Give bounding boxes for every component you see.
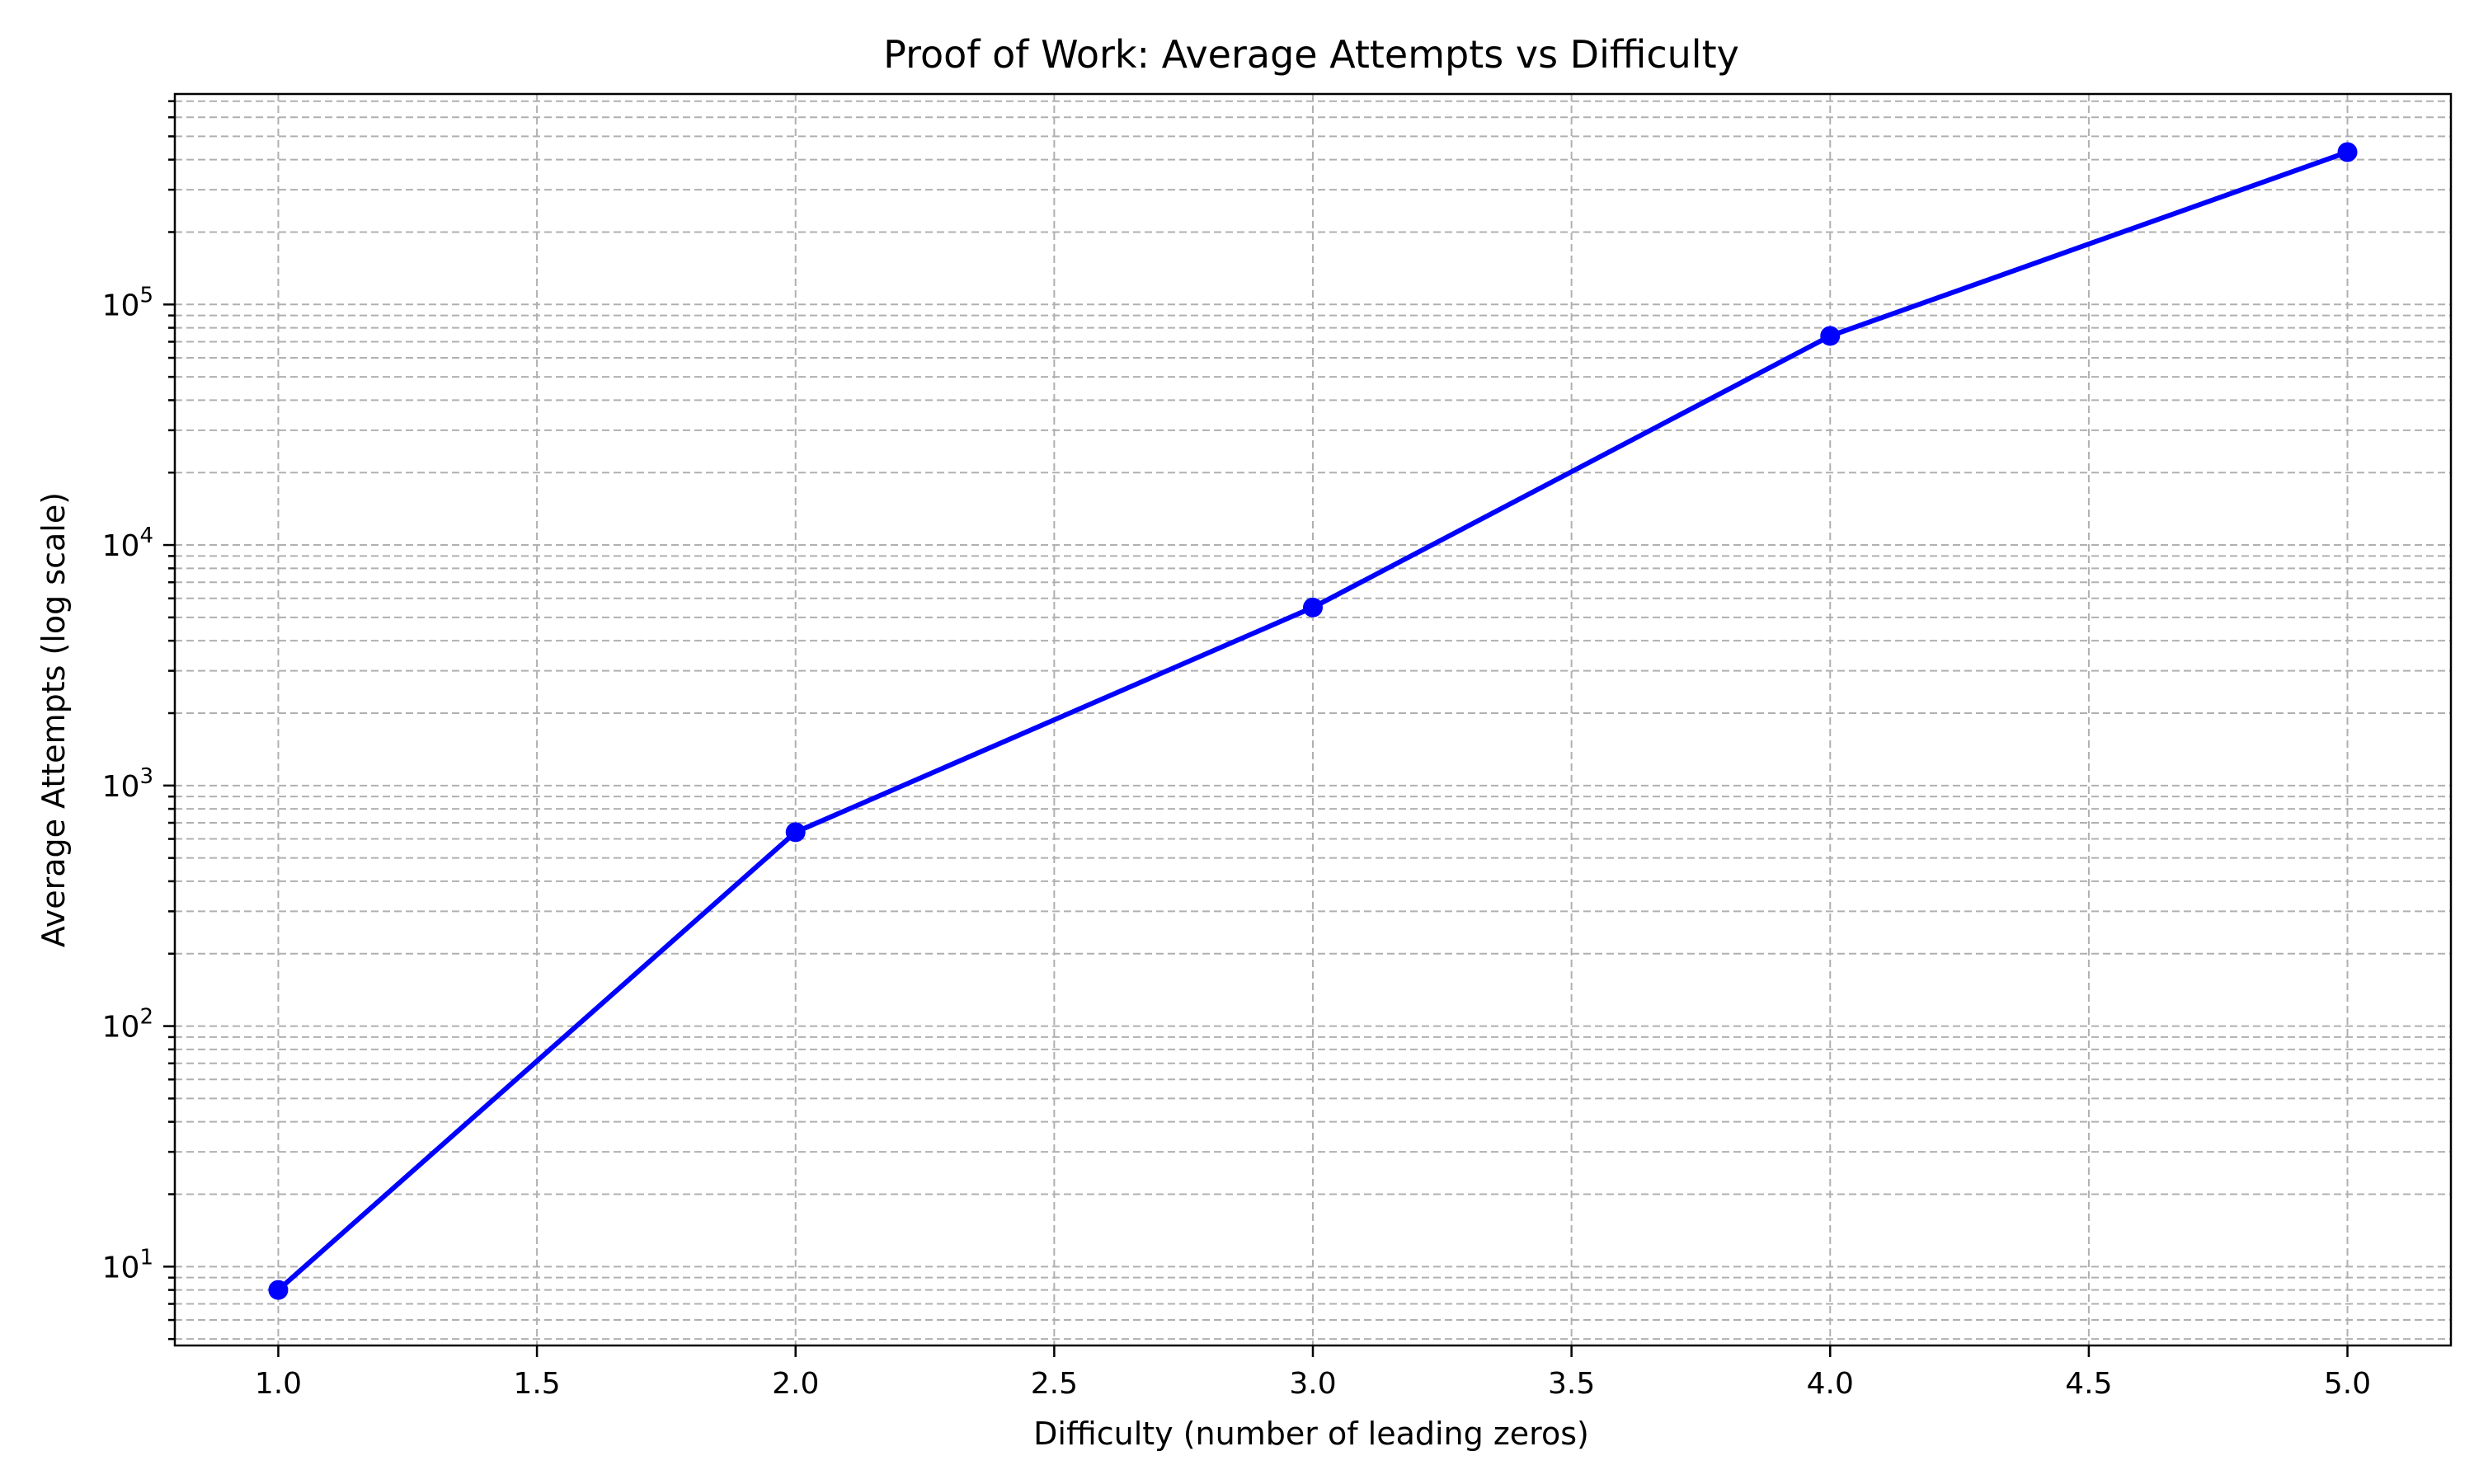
y-tick-label: 103 [102,764,153,804]
grid [175,94,2451,1345]
data-point [785,822,806,843]
x-tick-label: 2.5 [1031,1367,1078,1401]
y-tick-exponent: 4 [139,524,153,548]
y-tick-base: 10 [102,1011,140,1045]
y-tick-exponent: 1 [139,1245,153,1270]
y-tick-base: 10 [102,1251,140,1284]
data-point [2337,142,2358,162]
data-point [1303,597,1323,618]
series-layer [268,142,2358,1300]
y-tick-base: 10 [102,289,140,322]
x-tick-label: 2.0 [772,1367,819,1401]
x-tick-label: 5.0 [2324,1367,2371,1401]
y-tick-exponent: 5 [139,283,153,308]
chart-title: Proof of Work: Average Attempts vs Diffi… [883,32,1739,77]
y-tick-label: 102 [102,1005,153,1045]
y-tick-label: 101 [102,1245,153,1284]
data-point [268,1280,289,1300]
plot-frame [173,92,2453,1347]
y-tick-base: 10 [102,529,140,563]
y-tick-base: 10 [102,770,140,804]
y-tick-exponent: 3 [139,764,153,789]
x-tick-label: 3.5 [1548,1367,1595,1401]
x-tick-label: 4.5 [2065,1367,2112,1401]
y-tick-exponent: 2 [139,1005,153,1030]
axes: 1.0 1.5 2.0 2.5 3.0 3.5 4.0 4.5 5.01011021031041… [102,92,2453,1401]
x-tick-label: 1.0 [255,1367,302,1401]
x-tick-label: 4.0 [1807,1367,1854,1401]
y-tick-label: 104 [102,524,153,563]
x-axis-label: Difficulty (number of leading zeros) [1033,1416,1589,1452]
y-axis-label: Average Attempts (log scale) [35,492,72,947]
x-tick-label: 3.0 [1289,1367,1336,1401]
x-tick-label: 1.5 [513,1367,560,1401]
y-tick-label: 105 [102,283,153,322]
data-point [1820,326,1841,346]
